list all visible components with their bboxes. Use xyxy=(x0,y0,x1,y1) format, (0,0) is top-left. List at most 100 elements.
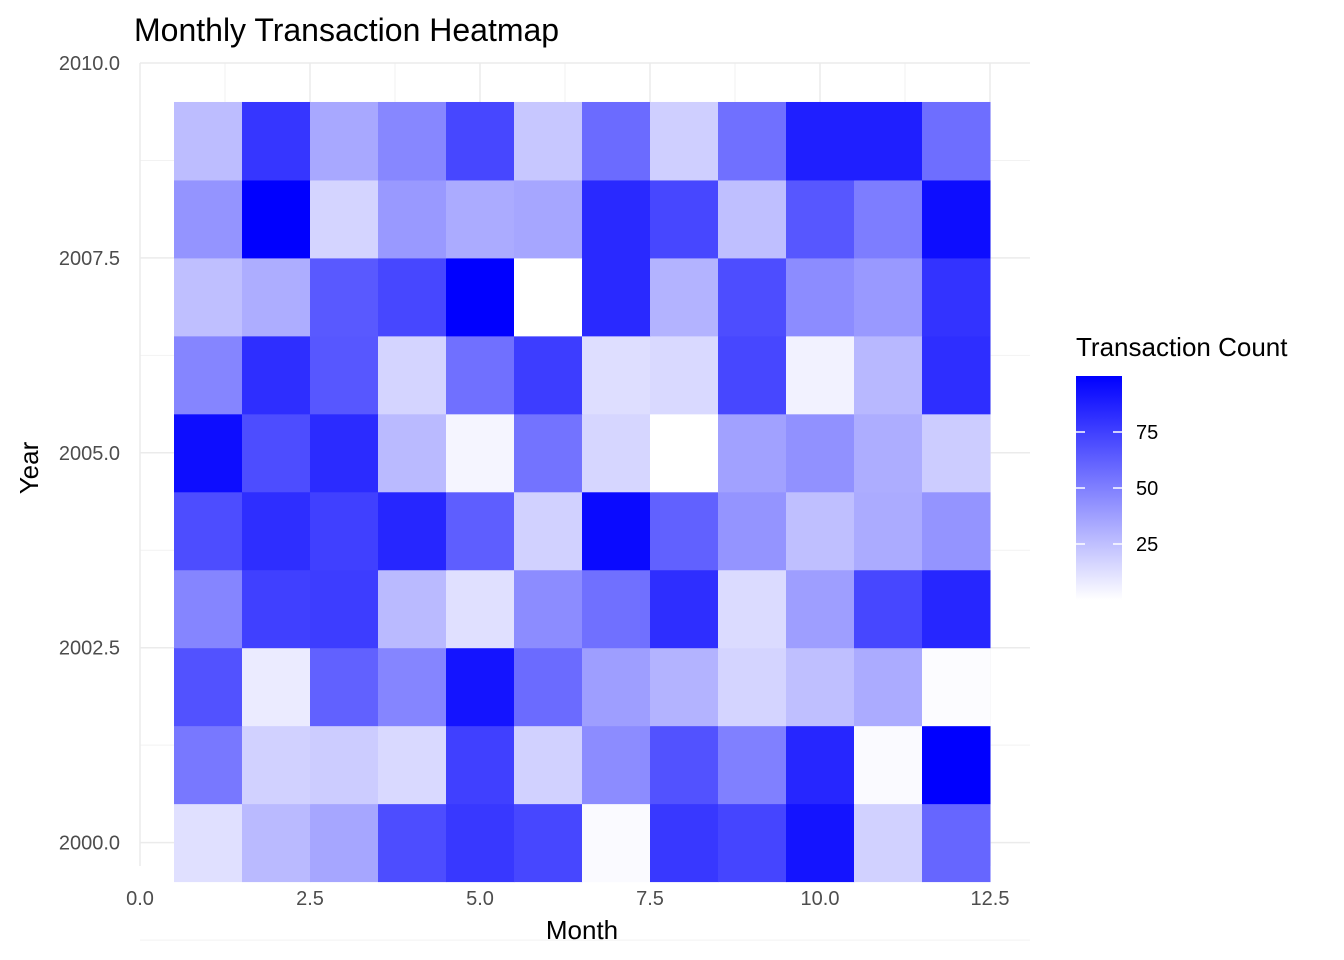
x-axis-title: Month xyxy=(546,915,618,945)
heatmap-tile xyxy=(446,101,515,181)
heatmap-tile xyxy=(446,803,515,883)
heatmap-tile xyxy=(446,257,515,337)
heatmap-tile xyxy=(718,491,787,571)
heatmap-tile xyxy=(310,101,379,181)
heatmap-tile xyxy=(718,335,787,415)
heatmap-tile xyxy=(514,257,583,337)
heatmap-tile xyxy=(310,725,379,805)
heatmap-tile xyxy=(650,569,719,649)
heatmap-tile xyxy=(786,647,855,727)
heatmap-tile xyxy=(514,569,583,649)
heatmap-tile xyxy=(786,257,855,337)
heatmap-tile xyxy=(854,491,923,571)
heatmap-tile xyxy=(582,413,651,493)
color-legend: Transaction Count 25 50 75 xyxy=(1076,332,1288,600)
heatmap-tile xyxy=(310,413,379,493)
heatmap-tile xyxy=(242,101,311,181)
heatmap-tile xyxy=(786,413,855,493)
heatmap-tile xyxy=(310,257,379,337)
legend-title: Transaction Count xyxy=(1076,332,1288,362)
heatmap-tile xyxy=(174,257,243,337)
heatmap-tile xyxy=(582,257,651,337)
heatmap-tile xyxy=(174,101,243,181)
x-tick-label: 0.0 xyxy=(126,888,154,910)
heatmap-tile xyxy=(718,647,787,727)
y-axis-ticks: 2000.0 2002.5 2005.0 2007.5 2010.0 xyxy=(59,53,120,855)
heatmap-tile xyxy=(718,101,787,181)
heatmap-tile xyxy=(650,413,719,493)
heatmap-tile xyxy=(582,179,651,259)
heatmap-tile xyxy=(378,179,447,259)
heatmap-tile xyxy=(922,179,991,259)
heatmap-tile xyxy=(310,803,379,883)
heatmap-tile xyxy=(854,335,923,415)
heatmap-tile xyxy=(922,491,991,571)
heatmap-tile xyxy=(514,335,583,415)
heatmap-tile xyxy=(786,803,855,883)
heatmap-tile xyxy=(242,491,311,571)
heatmap-tile xyxy=(854,257,923,337)
heatmap-tile xyxy=(922,101,991,181)
heatmap-tile xyxy=(582,101,651,181)
heatmap-tile xyxy=(446,725,515,805)
heatmap-tile xyxy=(310,335,379,415)
y-axis-title: Year xyxy=(14,441,44,494)
heatmap-tile xyxy=(582,491,651,571)
heatmap-tile xyxy=(582,803,651,883)
heatmap-tile xyxy=(174,569,243,649)
y-tick-label: 2000.0 xyxy=(59,833,120,855)
heatmap-tile xyxy=(718,569,787,649)
heatmap-tile xyxy=(922,335,991,415)
heatmap-tile xyxy=(514,101,583,181)
legend-tick-label: 25 xyxy=(1136,534,1158,556)
x-tick-label: 2.5 xyxy=(296,888,324,910)
heatmap-tile xyxy=(242,725,311,805)
heatmap-tile xyxy=(650,647,719,727)
heatmap-tile xyxy=(786,725,855,805)
heatmap-tile xyxy=(718,803,787,883)
y-tick-label: 2007.5 xyxy=(59,248,120,270)
heatmap-tile xyxy=(650,491,719,571)
heatmap-tiles xyxy=(174,101,991,883)
heatmap-tile xyxy=(174,179,243,259)
heatmap-tile xyxy=(310,647,379,727)
heatmap-tile xyxy=(786,179,855,259)
heatmap-tile xyxy=(922,725,991,805)
heatmap-tile xyxy=(922,803,991,883)
legend-ticks: 25 50 75 xyxy=(1076,422,1158,556)
heatmap-tile xyxy=(310,179,379,259)
heatmap-tile xyxy=(174,413,243,493)
heatmap-tile xyxy=(446,491,515,571)
heatmap-tile xyxy=(786,335,855,415)
heatmap-tile xyxy=(378,413,447,493)
heatmap-tile xyxy=(514,725,583,805)
heatmap-tile xyxy=(854,413,923,493)
heatmap-tile xyxy=(650,335,719,415)
heatmap-tile xyxy=(378,725,447,805)
heatmap-tile xyxy=(242,569,311,649)
heatmap-tile xyxy=(514,647,583,727)
heatmap-tile xyxy=(922,413,991,493)
heatmap-tile xyxy=(310,569,379,649)
heatmap-tile xyxy=(718,725,787,805)
heatmap-tile xyxy=(242,647,311,727)
heatmap-tile xyxy=(242,335,311,415)
chart-title: Monthly Transaction Heatmap xyxy=(134,12,559,48)
heatmap-tile xyxy=(582,725,651,805)
heatmap-tile xyxy=(582,569,651,649)
heatmap-tile xyxy=(174,725,243,805)
heatmap-tile xyxy=(786,491,855,571)
heatmap-tile xyxy=(854,569,923,649)
heatmap-tile xyxy=(650,179,719,259)
heatmap-tile xyxy=(650,101,719,181)
heatmap-tile xyxy=(446,179,515,259)
x-axis-ticks: 0.0 2.5 5.0 7.5 10.0 12.5 xyxy=(126,888,1009,910)
heatmap-tile xyxy=(582,647,651,727)
heatmap-tile xyxy=(446,413,515,493)
heatmap-tile xyxy=(378,491,447,571)
x-tick-label: 10.0 xyxy=(801,888,840,910)
heatmap-tile xyxy=(378,257,447,337)
heatmap-tile xyxy=(786,569,855,649)
heatmap-tile xyxy=(922,257,991,337)
